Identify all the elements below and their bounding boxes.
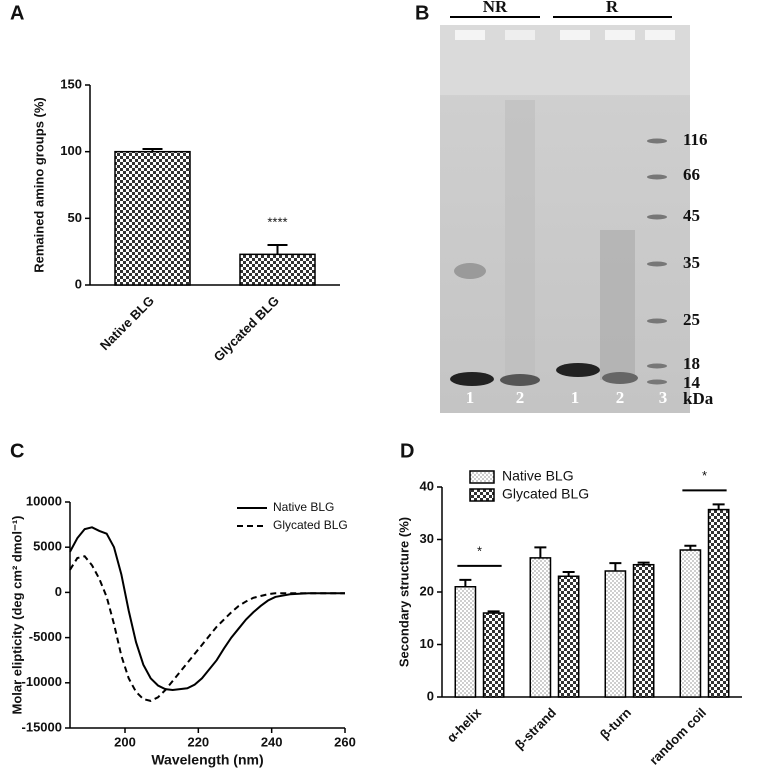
y-tick-label: 0 bbox=[55, 584, 62, 599]
bar bbox=[707, 508, 730, 698]
legend-label: Native BLG bbox=[502, 468, 574, 484]
bar bbox=[114, 150, 191, 286]
y-tick-label: 0 bbox=[427, 688, 434, 703]
y-tick-label: 150 bbox=[60, 76, 82, 91]
y-tick-label: -15000 bbox=[22, 719, 62, 734]
x-tick-label: Glycated BLG bbox=[211, 293, 282, 364]
significance: * bbox=[702, 468, 707, 483]
y-axis-label: Secondary structure (%) bbox=[396, 517, 411, 667]
error-bar bbox=[534, 546, 547, 558]
y-tick-label: 30 bbox=[420, 531, 434, 546]
panel-label: C bbox=[10, 440, 24, 462]
y-tick-label: 50 bbox=[68, 210, 82, 225]
y-axis-label: Remained amino groups (%) bbox=[31, 97, 46, 273]
error-bar bbox=[684, 544, 697, 550]
y-tick-label: 0 bbox=[75, 276, 82, 291]
y-tick-label: 10 bbox=[420, 636, 434, 651]
x-tick-label: 240 bbox=[261, 734, 283, 749]
legend-label: Glycated BLG bbox=[502, 486, 589, 502]
marker-label: 35 bbox=[683, 253, 700, 272]
x-axis-label: Wavelength (nm) bbox=[151, 752, 263, 768]
panel-label: B bbox=[415, 2, 429, 24]
error-bar bbox=[267, 244, 288, 255]
y-axis-label: Molar elipticity (deg cm² dmol⁻¹) bbox=[9, 516, 24, 715]
y-tick-label: 100 bbox=[60, 143, 82, 158]
marker-label: 45 bbox=[683, 206, 700, 225]
y-tick-label: 5000 bbox=[33, 539, 62, 554]
y-tick-label: -10000 bbox=[22, 674, 62, 689]
marker-label: 66 bbox=[683, 165, 700, 184]
significance: **** bbox=[267, 214, 287, 229]
marker-label: 14 bbox=[683, 373, 701, 392]
error-bar bbox=[562, 571, 575, 577]
lane-label: 2 bbox=[616, 388, 625, 407]
panel-label: A bbox=[10, 2, 24, 24]
bar bbox=[482, 612, 505, 698]
y-tick-label: 20 bbox=[420, 583, 434, 598]
bar bbox=[679, 549, 702, 698]
marker-label: 25 bbox=[683, 310, 700, 329]
significance: * bbox=[477, 543, 482, 558]
x-tick-label: β-turn bbox=[597, 705, 634, 742]
lane-label: 1 bbox=[571, 388, 580, 407]
lane-label: 3 bbox=[659, 388, 668, 407]
gel-image bbox=[440, 16, 690, 413]
data-line bbox=[69, 555, 345, 702]
error-bar bbox=[487, 610, 500, 613]
y-tick-label: 10000 bbox=[26, 493, 62, 508]
legend-swatch bbox=[469, 488, 495, 502]
legend-label: Native BLG bbox=[273, 500, 334, 514]
y-tick-label: 40 bbox=[420, 478, 434, 493]
panel-label: D bbox=[400, 440, 414, 462]
x-tick-label: Native BLG bbox=[97, 293, 157, 353]
unit-label: kDa bbox=[683, 389, 714, 408]
legend-label: Glycated BLG bbox=[273, 518, 348, 532]
x-tick-label: 200 bbox=[114, 734, 136, 749]
error-bar bbox=[637, 561, 650, 565]
lane-label: 1 bbox=[466, 388, 475, 407]
error-bar bbox=[459, 578, 472, 587]
bar bbox=[632, 563, 655, 698]
data-line bbox=[69, 526, 345, 692]
marker-label: 116 bbox=[683, 130, 708, 149]
bar bbox=[529, 557, 552, 698]
x-tick-label: 260 bbox=[334, 734, 356, 749]
x-tick-label: 220 bbox=[187, 734, 209, 749]
bar bbox=[454, 586, 477, 698]
x-tick-label: random coil bbox=[646, 705, 709, 768]
bar bbox=[557, 575, 580, 698]
error-bar bbox=[142, 148, 163, 152]
legend-swatch bbox=[469, 470, 495, 484]
error-bar bbox=[712, 503, 725, 510]
lane-group-label: NR bbox=[483, 0, 508, 16]
lane-group-label: R bbox=[606, 0, 619, 16]
lane-label: 2 bbox=[516, 388, 525, 407]
marker-label: 18 bbox=[683, 354, 700, 373]
x-tick-label: β-strand bbox=[512, 705, 559, 752]
error-bar bbox=[609, 562, 622, 571]
bar bbox=[604, 570, 627, 698]
y-tick-label: -5000 bbox=[29, 629, 62, 644]
x-tick-label: α-helix bbox=[444, 704, 485, 745]
bar bbox=[239, 253, 316, 286]
